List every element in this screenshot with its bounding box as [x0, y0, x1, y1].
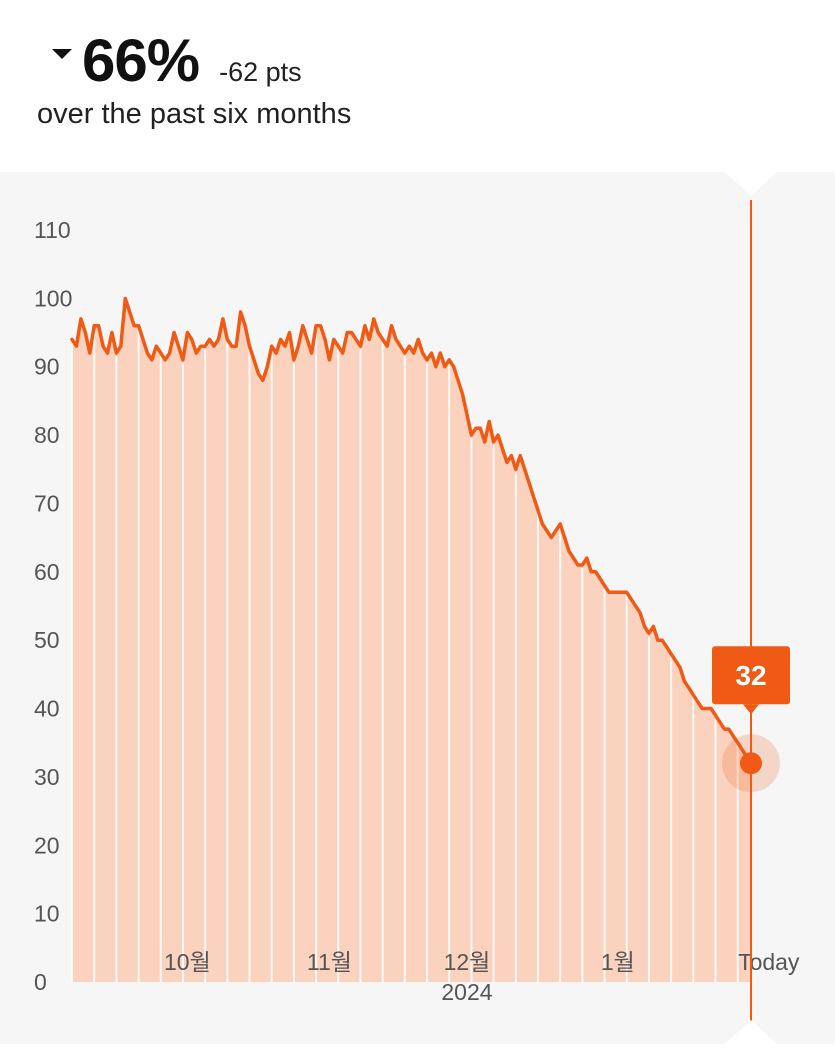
value-badge-pointer [743, 704, 759, 715]
x-tick-label: 12월 [444, 949, 491, 975]
series-line [70, 296, 753, 765]
y-tick-label: 90 [34, 354, 60, 380]
y-tick-label: 100 [34, 285, 72, 311]
price-chart[interactable]: 0 10 20 30 40 50 60 70 80 90 100 110 10월 11월 12월 1월 Toda… [0, 172, 835, 1044]
x-tick-label: 10월 [164, 949, 211, 975]
cursor-notch-bottom [725, 1020, 777, 1044]
area-fill [72, 298, 751, 982]
x-year-label: 2024 [441, 979, 492, 1005]
cursor-notch-top [725, 172, 777, 196]
value-badge-label: 32 [735, 660, 766, 691]
summary-header: 66% -62 pts over the past six months [0, 0, 835, 172]
change-percent: 66% [82, 27, 200, 94]
y-tick-label: 110 [34, 217, 71, 243]
caret-down-icon [52, 49, 72, 59]
period-label: over the past six months [37, 98, 352, 130]
x-tick-label: 11월 [307, 949, 352, 975]
change-points: -62 pts [219, 57, 302, 87]
x-tick-label: 1월 [601, 949, 635, 975]
change-row: 66% -62 pts [52, 26, 302, 95]
y-tick-label: 60 [34, 559, 60, 585]
value-badge [712, 646, 790, 705]
y-tick-label: 50 [34, 627, 60, 653]
chart-bottom-edge [0, 1044, 835, 1062]
y-tick-label: 80 [34, 422, 60, 448]
y-tick-label: 20 [34, 832, 60, 858]
y-tick-label: 70 [34, 490, 60, 516]
y-tick-label: 10 [34, 901, 60, 927]
y-tick-label: 40 [34, 696, 60, 722]
current-point[interactable] [740, 752, 762, 775]
y-tick-label: 30 [34, 764, 60, 790]
chart-panel[interactable]: 0 10 20 30 40 50 60 70 80 90 100 110 10월 11월 12월 1월 Toda… [0, 172, 835, 1044]
x-tick-label: Today [738, 949, 800, 975]
y-tick-label: 0 [34, 969, 47, 995]
